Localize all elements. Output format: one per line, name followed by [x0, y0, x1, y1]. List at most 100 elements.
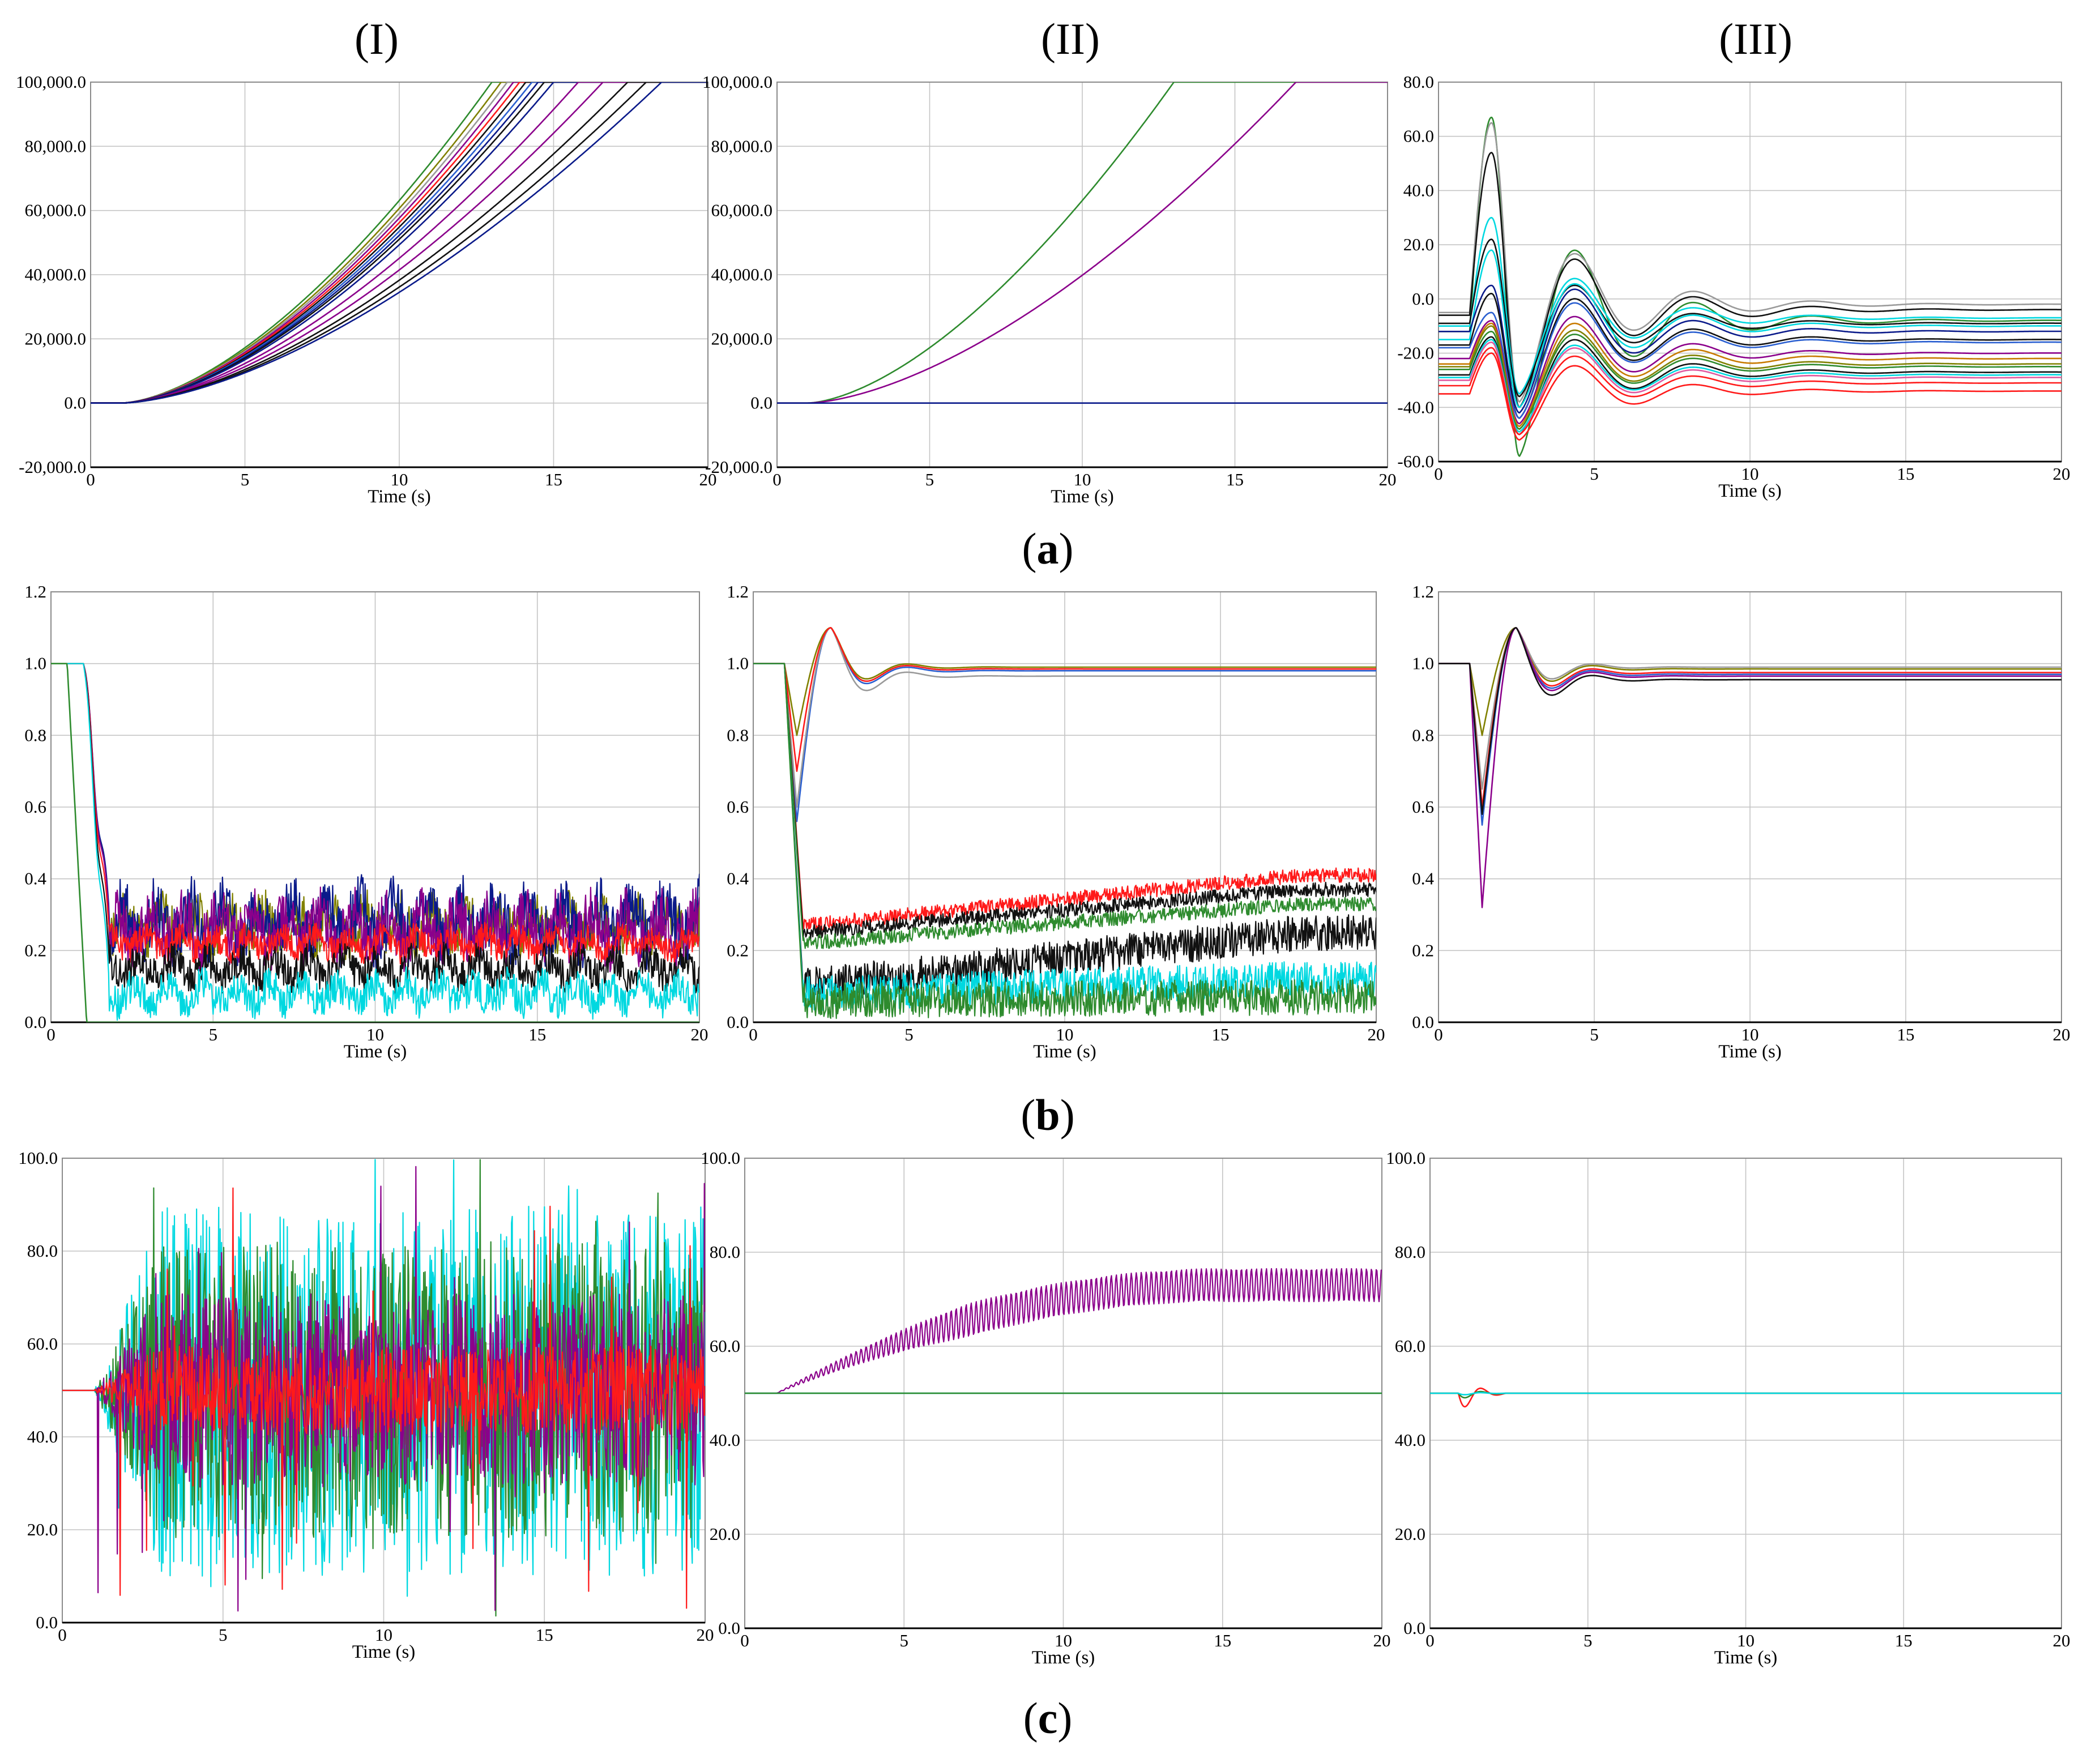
series-band-green-2	[753, 663, 1376, 1019]
grid	[90, 82, 708, 468]
y-tick-label: 0.4	[1412, 869, 1434, 889]
y-tick-label: 0.0	[750, 393, 772, 413]
series-band-cyan	[51, 663, 699, 1021]
y-tick-label: 0.0	[1412, 289, 1434, 309]
x-tick-label: 15	[1226, 470, 1244, 489]
x-tick-label: 15	[1897, 1025, 1915, 1044]
x-tick-label: 20	[1368, 1025, 1385, 1044]
y-tick-label: 20.0	[1395, 1524, 1425, 1544]
column-title-III: (III)	[1719, 14, 1792, 63]
y-tick-label: 20,000.0	[25, 328, 87, 348]
x-tick-label: 5	[900, 1631, 909, 1650]
x-tick-label: 10	[391, 470, 408, 489]
y-tick-label: -40.0	[1397, 397, 1434, 417]
series-v5	[1439, 627, 2061, 908]
x-tick-label: 0	[46, 1025, 56, 1044]
series-f-purple	[745, 1268, 1382, 1394]
x-tick-label: 10	[366, 1025, 384, 1044]
x-tick-label: 20	[1373, 1631, 1391, 1650]
x-tick-label: 0	[1425, 1631, 1435, 1650]
x-axis-title: Time (s)	[1051, 486, 1114, 507]
x-axis-title: Time (s)	[352, 1642, 416, 1662]
chart-panel-c-III: 0 5 10 15 20 0.0 20.0 40.0 60.0 80.0 100.0 Time (s)	[1386, 1148, 2070, 1668]
x-tick-label: 0	[740, 1631, 749, 1650]
y-tick-label: 20.0	[27, 1520, 58, 1539]
series-v4	[1439, 627, 2061, 826]
series-g12	[1439, 325, 2061, 430]
x-axis-title: Time (s)	[1033, 1042, 1096, 1062]
y-tick-label: 0.8	[24, 725, 46, 745]
series-f-cyan	[1430, 1392, 2061, 1395]
series-gen-13	[91, 82, 708, 404]
x-tick-label: 0	[58, 1625, 67, 1645]
y-tick-label: 0.0	[1403, 1618, 1425, 1638]
y-tick-label: 0.6	[24, 797, 46, 817]
chart-panel-c-II: 0 5 10 15 20 0.0 20.0 40.0 60.0 80.0 100.0 Time (s)	[701, 1148, 1390, 1668]
x-axis-title: Time (s)	[1718, 481, 1782, 501]
traces	[91, 82, 708, 404]
x-tick-label: 10	[1742, 1025, 1759, 1044]
y-tick-label: 1.0	[24, 654, 46, 673]
series-band-red	[753, 663, 1376, 932]
x-axis-title: Time (s)	[1032, 1648, 1095, 1668]
x-tick-label: 15	[1212, 1025, 1230, 1044]
series-g18	[1439, 352, 2061, 441]
series-g13	[1439, 331, 2061, 430]
y-tick-label: 0.2	[24, 940, 46, 960]
y-tick-label: 100,000.0	[16, 72, 86, 92]
series-gen-1	[91, 82, 708, 404]
row-label-b: (b)	[1021, 1090, 1074, 1140]
y-tick-label: 0.8	[727, 725, 749, 745]
x-tick-label: 15	[536, 1625, 553, 1645]
x-tick-label: 10	[1074, 470, 1091, 489]
x-tick-label: 5	[219, 1625, 228, 1645]
series-g10	[1439, 315, 2061, 425]
series-band-black-1	[753, 663, 1376, 940]
x-tick-label: 10	[1742, 464, 1759, 484]
x-axis-title: Time (s)	[368, 486, 431, 507]
column-title-II: (II)	[1041, 14, 1100, 63]
series-g6	[1439, 249, 2061, 408]
x-tick-label: 5	[925, 470, 934, 489]
x-tick-label: 15	[1897, 464, 1915, 484]
x-axis-title: Time (s)	[1718, 1042, 1782, 1062]
x-tick-label: 10	[375, 1625, 392, 1645]
traces	[51, 663, 699, 1022]
y-tick-label: 80,000.0	[711, 136, 773, 156]
x-tick-label: 10	[1056, 1025, 1074, 1044]
row-label-c-close: )	[1057, 1693, 1072, 1743]
chart-panel-b-I: 0 5 10 15 20 0.0 0.2 0.4 0.6 0.8 1.0 1.2 Time (s)	[24, 582, 708, 1062]
y-tick-label: 0.6	[727, 797, 749, 817]
x-tick-label: 0	[772, 470, 782, 489]
y-tick-label: 0.2	[727, 940, 749, 960]
y-tick-label: 1.2	[1412, 582, 1434, 601]
x-tick-label: 5	[209, 1025, 218, 1044]
y-tick-label: 60.0	[1395, 1336, 1425, 1356]
x-tick-label: 5	[1590, 464, 1599, 484]
x-tick-label: 20	[2053, 1631, 2071, 1650]
y-tick-label: 40,000.0	[711, 264, 773, 284]
y-tick-label: 40.0	[710, 1430, 740, 1450]
traces	[753, 627, 1376, 1019]
x-tick-label: 5	[241, 470, 250, 489]
y-tick-label: 0.0	[64, 393, 86, 413]
row-label-b-close: )	[1060, 1090, 1075, 1140]
y-tick-label: 1.2	[727, 582, 749, 601]
y-tick-label: 0.0	[36, 1612, 58, 1632]
series-gen-10	[91, 82, 708, 404]
y-tick-label: 1.2	[24, 582, 46, 601]
chart-panel-c-I: 0 5 10 15 20 0.0 20.0 40.0 60.0 80.0 100.0 Time (s)	[18, 1148, 714, 1662]
y-tick-label: 80.0	[1395, 1242, 1425, 1262]
y-tick-label: 0.2	[1412, 940, 1434, 960]
y-tick-label: 40.0	[1403, 180, 1434, 200]
series-v6	[1439, 627, 2061, 815]
y-tick-label: 40,000.0	[25, 264, 87, 284]
x-tick-label: 15	[1214, 1631, 1231, 1650]
series-g15	[1439, 339, 2061, 433]
row-label-a-letter: a	[1037, 524, 1059, 573]
row-label-b-letter: b	[1035, 1090, 1060, 1140]
series-f-green	[62, 1159, 705, 1617]
x-tick-label: 20	[1379, 470, 1397, 489]
series-recover-4	[753, 627, 1376, 772]
